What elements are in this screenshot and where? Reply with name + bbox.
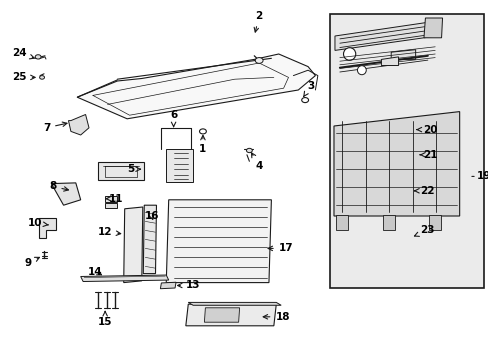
Polygon shape <box>204 308 239 322</box>
Text: 12: 12 <box>98 227 121 237</box>
Polygon shape <box>51 183 81 205</box>
Text: 23: 23 <box>414 225 434 237</box>
Text: 3: 3 <box>303 81 313 96</box>
Text: 14: 14 <box>88 267 102 277</box>
Circle shape <box>301 98 308 103</box>
Text: 18: 18 <box>263 312 289 322</box>
Text: 2: 2 <box>254 11 262 32</box>
Polygon shape <box>382 215 394 230</box>
Text: 6: 6 <box>170 110 177 127</box>
Text: 1: 1 <box>199 135 206 154</box>
Polygon shape <box>390 50 415 59</box>
Polygon shape <box>428 215 440 230</box>
Polygon shape <box>39 218 56 238</box>
Polygon shape <box>105 203 117 208</box>
Text: 24: 24 <box>12 48 34 59</box>
Text: 15: 15 <box>98 311 112 327</box>
Text: 21: 21 <box>419 150 437 160</box>
Polygon shape <box>334 22 436 50</box>
Bar <box>329 14 483 288</box>
Polygon shape <box>333 112 459 216</box>
Text: 9: 9 <box>25 257 40 268</box>
Polygon shape <box>77 54 315 119</box>
Circle shape <box>255 58 263 63</box>
Polygon shape <box>160 282 176 289</box>
Polygon shape <box>166 149 193 182</box>
Polygon shape <box>98 162 144 180</box>
Text: 20: 20 <box>416 125 437 135</box>
Polygon shape <box>188 302 281 305</box>
Polygon shape <box>423 18 442 38</box>
Text: 8: 8 <box>49 181 68 192</box>
Text: 11: 11 <box>106 194 123 204</box>
Text: 16: 16 <box>144 211 159 221</box>
Polygon shape <box>105 196 117 202</box>
Polygon shape <box>143 205 156 274</box>
Ellipse shape <box>357 66 366 75</box>
Text: 25: 25 <box>12 72 35 82</box>
Circle shape <box>35 55 41 59</box>
Polygon shape <box>381 57 398 66</box>
Polygon shape <box>81 275 168 282</box>
Text: 13: 13 <box>177 280 200 291</box>
Text: 10: 10 <box>28 218 48 228</box>
Polygon shape <box>123 207 142 283</box>
Circle shape <box>40 76 44 79</box>
Text: 4: 4 <box>251 153 263 171</box>
Circle shape <box>246 148 252 153</box>
Text: 7: 7 <box>42 122 67 133</box>
Circle shape <box>199 129 206 134</box>
Ellipse shape <box>343 48 355 60</box>
Text: 17: 17 <box>267 243 293 253</box>
Polygon shape <box>166 200 271 283</box>
Text: 5: 5 <box>127 164 140 174</box>
Polygon shape <box>336 215 347 230</box>
Text: 22: 22 <box>414 186 434 196</box>
Polygon shape <box>68 114 89 135</box>
Polygon shape <box>185 304 276 326</box>
Text: 19: 19 <box>471 171 488 181</box>
